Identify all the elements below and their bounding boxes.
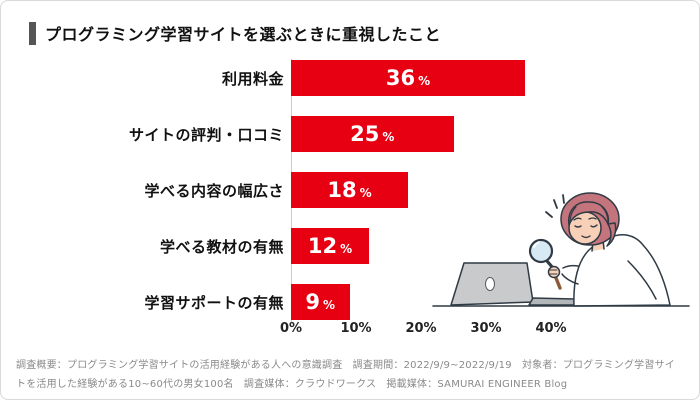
hair-strand (569, 206, 577, 224)
value-label: 36 (385, 65, 416, 90)
eyebrow (588, 217, 597, 220)
smile-mouth (581, 235, 591, 239)
sparkle-line (545, 211, 553, 218)
lens-highlight (533, 241, 540, 248)
bar: 25% (291, 116, 454, 152)
eyebrow (573, 217, 582, 221)
bar-track: 18% (291, 172, 408, 208)
woman-hair-side (606, 222, 617, 247)
finger-lines (549, 269, 558, 275)
bar-row: 学習サポートの有無 9% (1, 274, 699, 330)
percent-sign: % (382, 129, 395, 144)
bar-rows: 利用料金 36% サイトの評判・口コミ 25% 学べる内容の幅広さ 18% 学べる教材の有無… (1, 50, 699, 330)
page-title: プログラミング学習サイトを選ぶときに重視したこと (45, 25, 442, 44)
sparkle-line (562, 194, 565, 204)
x-axis-tick: 10% (340, 321, 372, 336)
bar-row: 学べる教材の有無 12% (1, 218, 699, 274)
bar: 12% (291, 228, 369, 264)
bar: 36% (291, 60, 525, 96)
bar-chart: 利用料金 36% サイトの評判・口コミ 25% 学べる内容の幅広さ 18% 学べる教材の有無… (1, 50, 699, 336)
category-label: 学べる内容の幅広さ (144, 181, 284, 200)
bar: 18% (291, 172, 408, 208)
title-marker-bar (29, 21, 36, 45)
x-axis-tick: 30% (470, 321, 502, 336)
bar: 9% (291, 284, 350, 320)
laptop-logo (485, 277, 495, 291)
woman-hand (547, 265, 561, 279)
woman-with-magnifier-illustration (432, 192, 690, 307)
wink-eye (590, 224, 598, 228)
percent-sign: % (359, 185, 372, 200)
x-axis-tick: 0% (279, 321, 303, 336)
percent-sign: % (323, 297, 336, 312)
woman-arm-line (627, 260, 657, 300)
category-label: 利用料金 (221, 69, 284, 88)
x-axis-tick: 40% (535, 321, 567, 336)
percent-sign: % (418, 73, 431, 88)
value-label: 12 (307, 233, 338, 258)
bar-row: サイトの評判・口コミ 25% (1, 106, 699, 162)
bar-row: 学べる内容の幅広さ 18% (1, 162, 699, 218)
bar-track: 12% (291, 228, 369, 264)
value-label: 18 (327, 177, 357, 202)
value-label: 9 (305, 289, 321, 314)
bar-track: 36% (291, 60, 525, 96)
magnifier-handle (554, 276, 562, 290)
laptop-base (528, 297, 579, 306)
sparkle-line (553, 199, 558, 209)
hair-strand (601, 206, 609, 224)
category-label: サイトの評判・口コミ (128, 125, 284, 144)
magnifier-lens (528, 238, 554, 264)
sleeve-line (562, 264, 579, 269)
bar-track: 9% (291, 284, 350, 320)
bar-track: 25% (291, 116, 454, 152)
category-label: 学習サポートの有無 (144, 293, 284, 312)
survey-footnote: 調査概要：プログラミング学習サイトの活用経験がある人への意識調査 調査期間：20… (16, 360, 675, 390)
sleeve-line (561, 273, 579, 285)
chart-header: プログラミング学習サイトを選ぶときに重視したこと (29, 21, 441, 45)
percent-sign: % (340, 241, 353, 256)
bar-row: 利用料金 36% (1, 50, 699, 106)
value-label: 25 (350, 121, 380, 146)
category-label: 学べる教材の有無 (159, 237, 284, 256)
wink-eye (574, 225, 582, 228)
x-axis-tick: 20% (405, 321, 437, 336)
